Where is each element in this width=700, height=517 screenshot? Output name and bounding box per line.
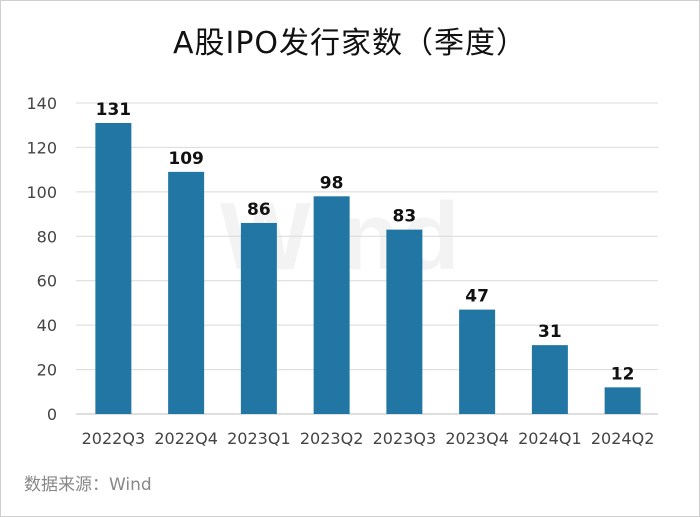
- data-label: 109: [168, 149, 204, 169]
- bar-2023Q2: [313, 196, 350, 414]
- chart-title: A股IPO发行家数（季度）: [172, 26, 528, 61]
- x-tick-label: 2022Q4: [154, 429, 218, 448]
- x-tick-label: 2023Q1: [227, 429, 291, 448]
- y-tick-label: 100: [26, 183, 57, 202]
- data-source: 数据来源：Wind: [24, 475, 152, 495]
- y-tick-label: 80: [37, 227, 57, 246]
- bars: [95, 122, 641, 414]
- bar-2023Q1: [240, 222, 277, 414]
- y-tick-label: 60: [37, 272, 57, 291]
- bar-2023Q3: [386, 229, 423, 414]
- x-tick-label: 2024Q2: [591, 429, 655, 448]
- gridlines: [76, 102, 658, 415]
- data-label: 86: [247, 200, 271, 220]
- x-axis-ticks: 2022Q3 2022Q4 2023Q1 2023Q2 2023Q3 2023Q4 2024…: [82, 429, 655, 448]
- bar-2022Q4: [168, 171, 205, 414]
- y-tick-label: 20: [37, 361, 57, 380]
- data-label: 131: [96, 100, 132, 120]
- data-labels: 131 109 86 98 83 47 31 12: [96, 100, 635, 384]
- data-label: 83: [393, 207, 417, 227]
- y-tick-label: 0: [47, 405, 57, 424]
- data-label: 31: [538, 322, 562, 342]
- data-label: 47: [465, 287, 489, 307]
- x-tick-label: 2024Q1: [518, 429, 582, 448]
- bar-2024Q2: [604, 387, 641, 414]
- y-tick-label: 140: [26, 94, 57, 113]
- x-tick-label: 2023Q2: [300, 429, 364, 448]
- bar-2024Q1: [531, 345, 568, 414]
- x-tick-label: 2022Q3: [82, 429, 146, 448]
- data-label: 98: [320, 173, 344, 193]
- bar-2022Q3: [95, 122, 132, 414]
- bar-2023Q4: [459, 309, 496, 414]
- y-axis-ticks: 0 20 40 60 80 100 120 140: [26, 94, 57, 424]
- y-tick-label: 40: [37, 316, 57, 335]
- y-tick-label: 120: [26, 138, 57, 157]
- x-tick-label: 2023Q4: [445, 429, 509, 448]
- data-label: 12: [611, 364, 635, 384]
- x-tick-label: 2023Q3: [373, 429, 437, 448]
